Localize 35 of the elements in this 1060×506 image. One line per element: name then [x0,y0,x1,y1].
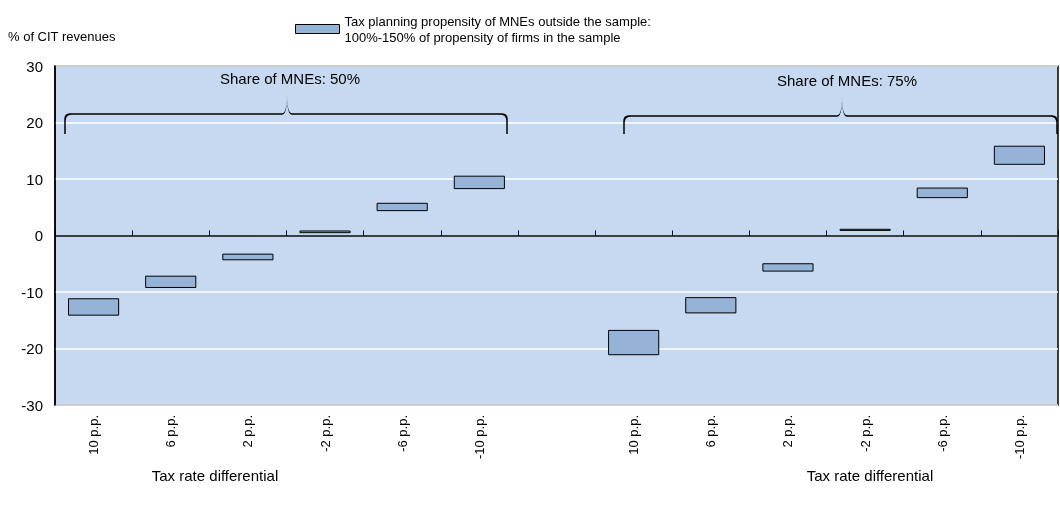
y-tick-label: 10 [26,170,43,188]
bar [608,329,660,356]
y-tick-label: -30 [21,396,43,414]
x-tick-label: 10 p.p. [86,415,102,455]
text: Tax rate differential [151,467,279,484]
text: Tax rate differential [806,467,934,484]
annotation: Share of MNEs: 75% [776,72,918,89]
bar [222,253,274,261]
bar [376,202,428,212]
x-tick-label: 2 p.p. [780,415,796,448]
y-tick-label: 20 [26,114,43,131]
y-tick-label: -10 [21,283,43,301]
x-tick-label: -2 p.p. [317,415,333,452]
bar [453,175,505,190]
x-tick-label: 6 p.p. [703,415,719,448]
x-tick-label: -6 p.p. [934,415,950,452]
y-tick-label: 30 [26,57,43,75]
bar [68,298,120,316]
x-tick-label: -10 p.p. [471,415,487,460]
x-tick-label: -10 p.p. [1011,415,1027,460]
bar [916,187,968,199]
y-tick-label: 0 [34,227,43,244]
annotation: Share of MNEs: 50% [219,70,361,87]
legend-label: Tax planning propensity of MNEs outside the sample: 100%-150% of propensity of firms in the sample [344,13,651,45]
bar [145,275,197,288]
y-tick-label: -20 [21,340,43,357]
bar [685,297,737,314]
x-tick-label: 6 p.p. [163,415,179,448]
bar [993,145,1045,165]
x-tick-label: 10 p.p. [626,415,642,455]
y-axis-title: % of CIT revenues [8,29,116,44]
x-tick-label: -6 p.p. [394,415,410,452]
x-tick-label: -2 p.p. [857,415,873,452]
bar [762,263,814,272]
x-tick-label: 2 p.p. [240,415,256,448]
